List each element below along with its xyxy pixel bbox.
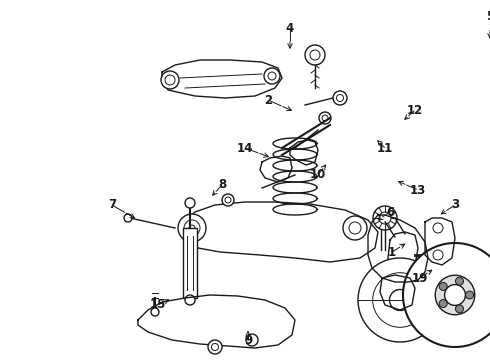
Text: 15: 15 [150, 298, 166, 311]
Circle shape [333, 91, 347, 105]
Polygon shape [380, 275, 415, 310]
Circle shape [264, 68, 280, 84]
Circle shape [439, 283, 447, 291]
Polygon shape [388, 232, 418, 282]
Polygon shape [162, 60, 282, 98]
Text: 14: 14 [237, 141, 253, 154]
Text: 10: 10 [310, 168, 326, 181]
Circle shape [319, 112, 331, 124]
Circle shape [268, 72, 276, 80]
Circle shape [184, 220, 200, 236]
Circle shape [165, 75, 175, 85]
Bar [183, 228, 197, 298]
Text: 5: 5 [486, 9, 490, 22]
Circle shape [373, 206, 397, 230]
Circle shape [390, 289, 411, 310]
Circle shape [246, 334, 258, 346]
Circle shape [208, 340, 222, 354]
Text: 8: 8 [218, 179, 226, 192]
Circle shape [178, 214, 206, 242]
Polygon shape [290, 140, 318, 165]
Circle shape [124, 214, 132, 222]
Circle shape [435, 275, 475, 315]
Circle shape [337, 94, 343, 102]
Circle shape [305, 45, 325, 65]
Circle shape [433, 223, 443, 233]
Circle shape [373, 273, 427, 327]
Circle shape [439, 300, 447, 307]
Text: 1: 1 [388, 246, 396, 258]
Circle shape [222, 194, 234, 206]
Circle shape [322, 115, 328, 121]
Circle shape [185, 198, 195, 208]
Circle shape [225, 197, 231, 203]
Text: 2: 2 [264, 94, 272, 107]
Circle shape [456, 277, 464, 285]
Circle shape [161, 71, 179, 89]
Circle shape [189, 225, 195, 231]
Polygon shape [425, 218, 455, 265]
Polygon shape [260, 156, 292, 182]
Text: 7: 7 [108, 198, 116, 211]
Polygon shape [368, 215, 428, 282]
Circle shape [310, 50, 320, 60]
Polygon shape [138, 295, 295, 348]
Circle shape [456, 305, 464, 313]
Polygon shape [185, 202, 378, 262]
Circle shape [358, 258, 442, 342]
Circle shape [151, 308, 159, 316]
Text: 12: 12 [407, 104, 423, 117]
Text: 19: 19 [412, 271, 428, 284]
Text: 11: 11 [377, 141, 393, 154]
Text: 13: 13 [410, 184, 426, 197]
Circle shape [403, 243, 490, 347]
Circle shape [349, 222, 361, 234]
Text: 3: 3 [451, 198, 459, 211]
Text: 6: 6 [386, 206, 394, 219]
Circle shape [444, 285, 466, 305]
Circle shape [379, 212, 391, 224]
Circle shape [343, 216, 367, 240]
Text: 4: 4 [286, 22, 294, 35]
Text: 9: 9 [244, 333, 252, 346]
Circle shape [433, 250, 443, 260]
Circle shape [212, 343, 219, 351]
Circle shape [466, 291, 473, 299]
Circle shape [185, 295, 195, 305]
